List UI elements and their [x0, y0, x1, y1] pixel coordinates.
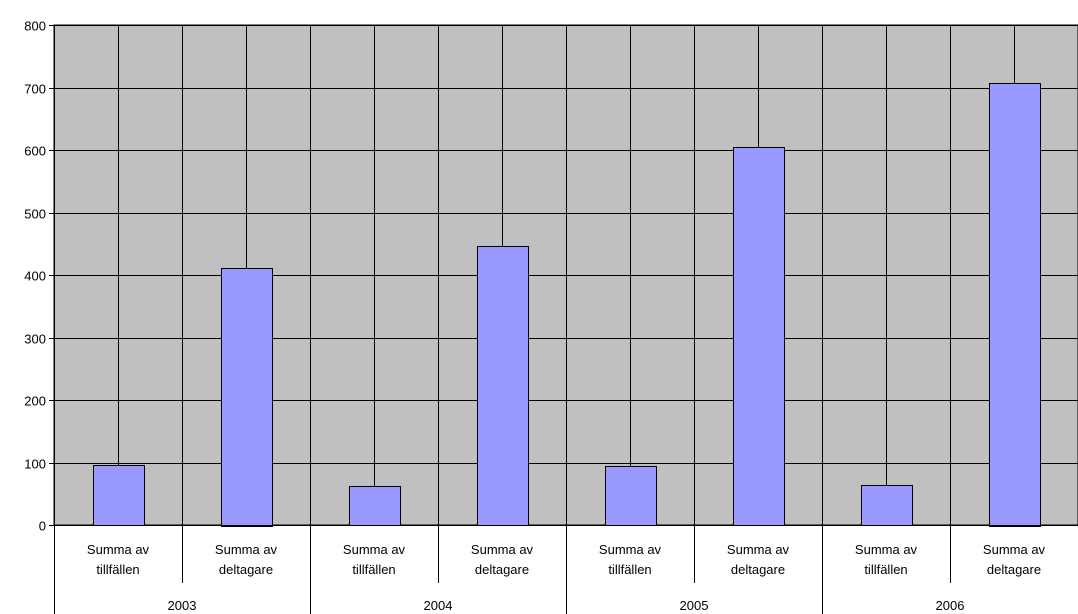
x-tick-label-line2: deltagare [475, 562, 529, 577]
y-tick-label: 700 [24, 82, 46, 97]
bars [93, 83, 1041, 527]
x-tick-label-line1: Summa av [983, 542, 1046, 557]
x-tick-label-line2: tillfällen [352, 562, 395, 577]
bar-2004-tillfallen [349, 486, 401, 526]
x-tick-label-line2: tillfällen [608, 562, 651, 577]
y-tick-label: 100 [24, 457, 46, 472]
x-tick-label-line2: deltagare [219, 562, 273, 577]
x-tick-label-line2: tillfällen [864, 562, 907, 577]
x-tick-label-line2: tillfällen [96, 562, 139, 577]
bar-2005-tillfallen [605, 466, 657, 526]
x-tick-label-line2: deltagare [731, 562, 785, 577]
x-group-label: 2004 [424, 598, 453, 613]
bar-2003-deltagare [221, 268, 273, 527]
x-tick-label-line1: Summa av [215, 542, 278, 557]
x-tick-label-line2: deltagare [987, 562, 1041, 577]
y-tick-label: 500 [24, 207, 46, 222]
x-group-label: 2006 [936, 598, 965, 613]
y-tick-label: 300 [24, 332, 46, 347]
bar-2003-tillfallen [93, 465, 145, 526]
bar-2004-deltagare [477, 246, 529, 526]
x-group-label: 2003 [168, 598, 197, 613]
y-tick-label: 600 [24, 144, 46, 159]
y-tick-label: 200 [24, 394, 46, 409]
bar-2005-deltagare [733, 147, 785, 526]
x-tick-label-line1: Summa av [855, 542, 918, 557]
y-tick-label: 400 [24, 269, 46, 284]
x-axis: Summa av tillfällen Summa av deltagare 2003 S… [54, 525, 1078, 614]
bar-2006-tillfallen [861, 485, 913, 526]
y-axis: 0 100 200 300 400 500 600 700 800 [24, 19, 55, 534]
bar-2006-deltagare [989, 83, 1041, 527]
x-tick-label-line1: Summa av [87, 542, 150, 557]
x-tick-label-line1: Summa av [727, 542, 790, 557]
x-group-label: 2005 [680, 598, 709, 613]
x-tick-label-line1: Summa av [471, 542, 534, 557]
y-tick-label: 0 [39, 519, 46, 534]
y-tick-label: 800 [24, 19, 46, 34]
x-tick-label-line1: Summa av [343, 542, 406, 557]
x-tick-label-line1: Summa av [599, 542, 662, 557]
